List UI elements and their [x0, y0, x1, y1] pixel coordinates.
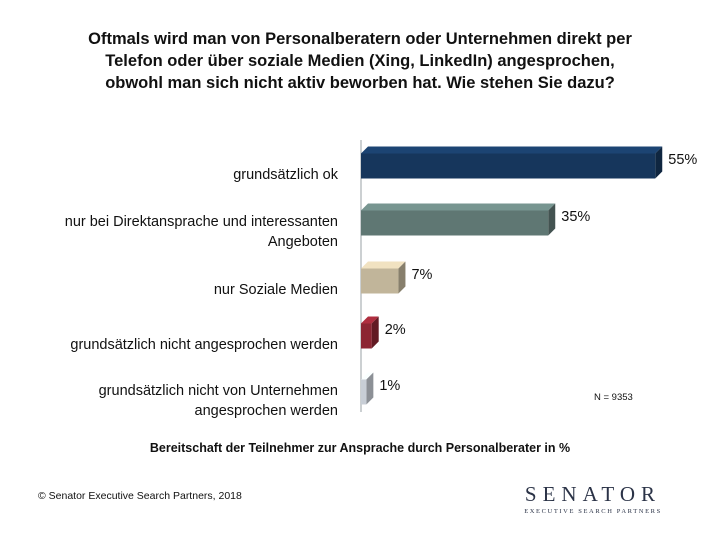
category-label: nur Soziale Medien [213, 282, 338, 298]
bar-side-face [548, 203, 556, 236]
bar-front-face [361, 379, 367, 405]
value-label: 35% [561, 209, 591, 225]
bar-3 [361, 261, 406, 294]
bar-2 [361, 203, 556, 236]
bar-front-face [361, 323, 372, 349]
bar-side-face [371, 316, 379, 349]
chart-title: Oftmals wird man von Personalberatern od… [88, 30, 632, 92]
value-label: 55% [668, 152, 698, 168]
value-label: 7% [411, 267, 433, 283]
bar-top-face [361, 372, 374, 380]
value-label: 2% [384, 322, 406, 338]
logo-subtitle: EXECUTIVE SEARCH PARTNERS [524, 508, 662, 515]
logo-wordmark: SENATOR [524, 482, 662, 506]
bar-front-face [361, 153, 656, 179]
bar-top-face [361, 261, 406, 269]
category-label: grundsätzlich nicht von Unternehmen ange… [98, 383, 338, 419]
senator-logo: SENATOR EXECUTIVE SEARCH PARTNERS [518, 482, 668, 515]
bar-top-face [361, 146, 663, 154]
x-axis-label: Bereitschaft der Teilnehmer zur Ansprach… [149, 441, 571, 455]
bar-front-face [361, 268, 399, 294]
bar-1 [361, 146, 663, 179]
copyright-text: © Senator Executive Search Partners, 201… [38, 490, 242, 502]
bar-top-face [361, 203, 556, 211]
bar-5 [361, 372, 374, 405]
bar-front-face [361, 210, 549, 236]
value-label: 1% [379, 378, 401, 394]
bar-side-face [655, 146, 663, 179]
sample-size-note: N = 9353 [594, 392, 633, 403]
bar-top-face [361, 316, 379, 324]
bar-side-face [398, 261, 406, 294]
bar-4 [361, 316, 379, 349]
category-label: nur bei Direktansprache und interessante… [64, 214, 338, 250]
category-label: grundsätzlich ok [233, 167, 338, 183]
bar-side-face [366, 372, 374, 405]
category-label: grundsätzlich nicht angesprochen werden [70, 337, 338, 353]
